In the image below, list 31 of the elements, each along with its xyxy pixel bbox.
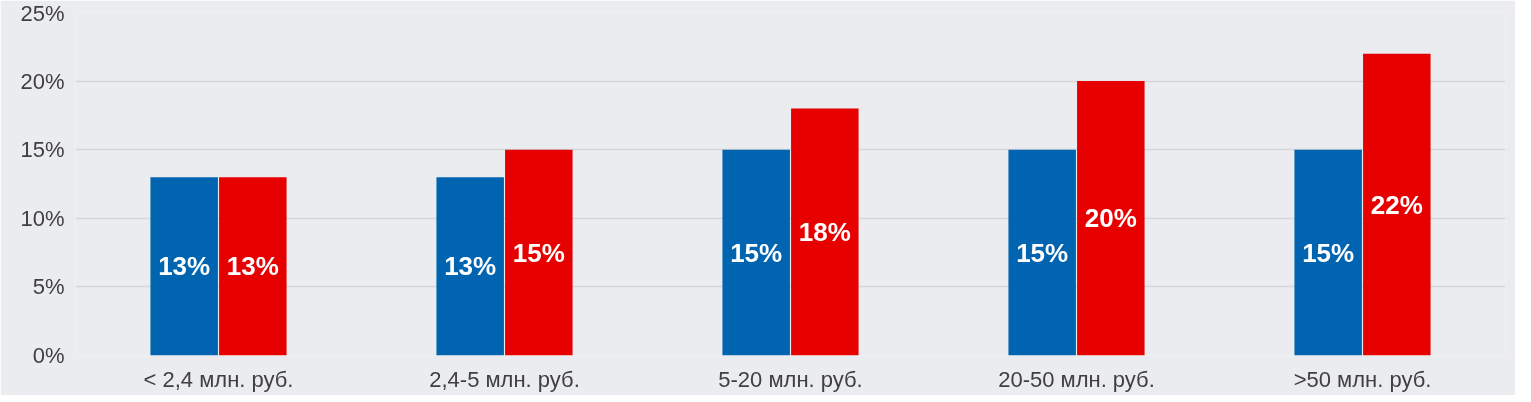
bar [722,149,790,356]
y-tick-label: 0% [32,343,65,368]
data-label: 13% [444,251,497,282]
x-tick-label: >50 млн. руб. [1293,366,1432,392]
data-label: 15% [1302,237,1355,268]
x-tick-label: 2,4-5 млн. руб. [429,366,580,392]
bar [791,108,859,356]
bar [150,177,218,356]
bar [1294,149,1362,356]
bar [219,177,287,356]
data-label: 15% [1016,237,1069,268]
data-label: 13% [158,251,211,282]
x-tick-label: 20-50 млн. руб. [998,366,1155,392]
y-tick-label: 5% [32,274,65,300]
bar [505,149,573,356]
x-tick-label: < 2,4 млн. руб. [143,366,294,392]
x-tick-label: 5-20 млн. руб. [718,366,863,392]
bar [1077,81,1145,356]
data-label: 20% [1084,203,1137,234]
bar [1008,149,1076,356]
bar [1363,53,1431,356]
y-tick-label: 20% [20,68,65,94]
bar [436,177,504,356]
y-tick-label: 10% [20,205,65,231]
data-label: 13% [226,251,279,282]
data-label: 18% [798,217,851,248]
data-label: 15% [730,237,783,268]
y-tick-label: 25% [20,0,65,26]
y-tick-label: 15% [20,137,65,163]
data-label: 15% [512,237,565,268]
data-label: 22% [1370,189,1423,220]
